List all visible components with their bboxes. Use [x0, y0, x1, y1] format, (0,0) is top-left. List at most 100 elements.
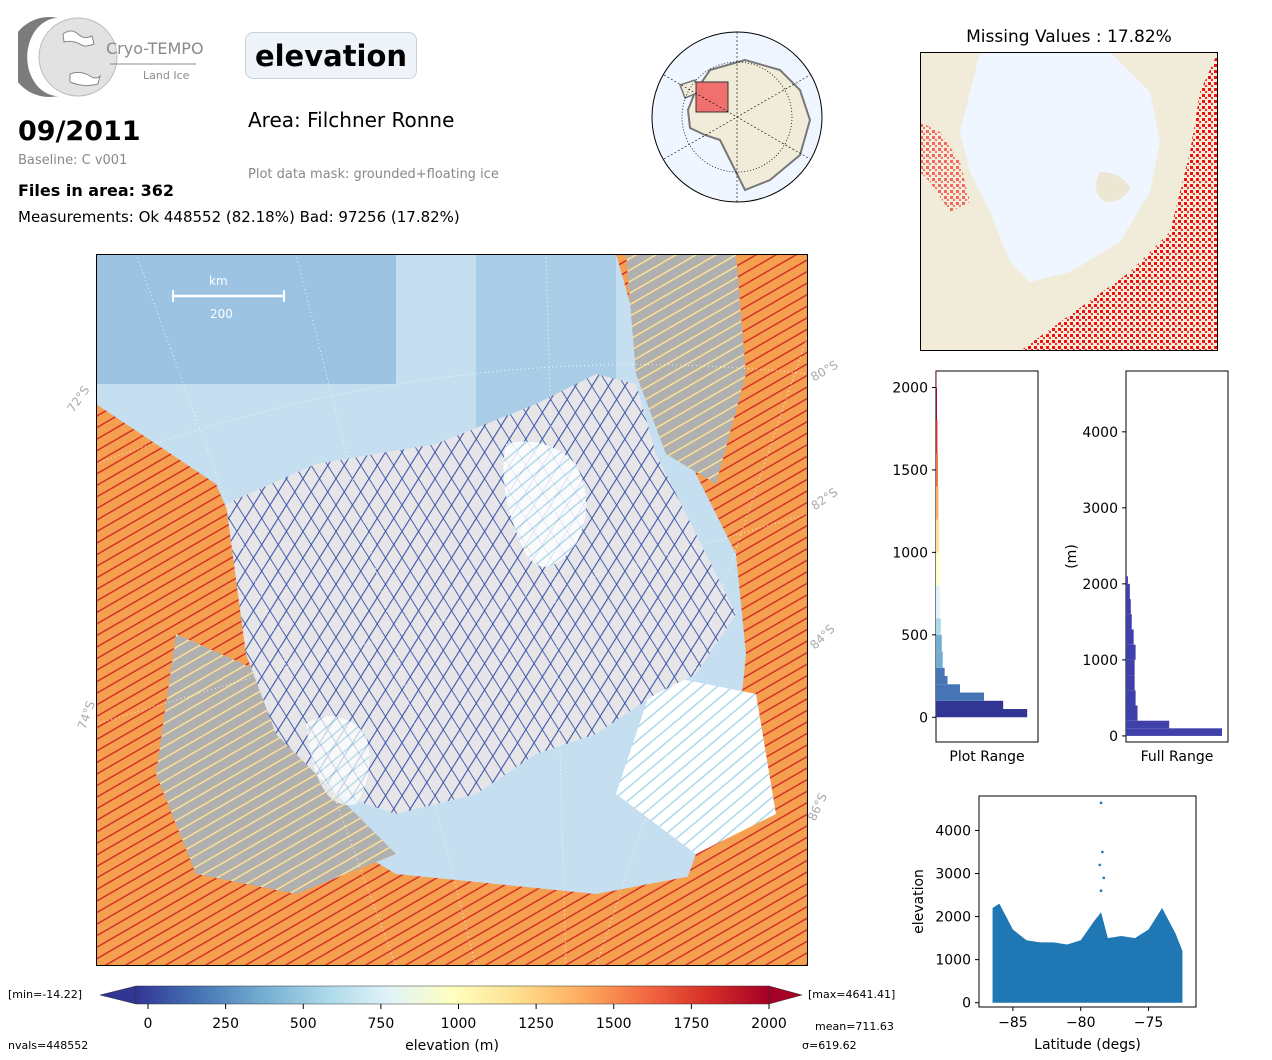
histogram-bar [936, 684, 960, 693]
histogram-xlabel: Plot Range [949, 749, 1024, 765]
histogram-ylabel: (m) [1064, 544, 1080, 569]
measurements-summary: Measurements: Ok 448552 (82.18%) Bad: 97… [18, 208, 460, 226]
histogram-bar [936, 692, 984, 701]
scatter-point-cloud [992, 903, 1183, 1003]
histogram-bar [936, 420, 938, 454]
histogram-bar [1126, 629, 1134, 645]
histogram-bar [1126, 583, 1130, 600]
histogram-bar [936, 651, 943, 668]
colorbar-label: elevation (m) [405, 1038, 499, 1052]
histogram-ytick-label: 4000 [1082, 425, 1118, 441]
missing-values-title: Missing Values : 17.82% [966, 27, 1172, 47]
histogram-bar [1126, 675, 1135, 691]
histogram-bar [1126, 599, 1131, 615]
colorbar-min-label: [min=-14.22] [8, 988, 83, 1001]
scatter-ytick-label: 1000 [935, 953, 971, 969]
files-count: Files in area: 362 [18, 181, 174, 200]
histogram-bar [936, 387, 937, 421]
mean-label: mean=711.63 [815, 1020, 894, 1033]
histogram-bar [936, 585, 940, 619]
missing-values-map [920, 52, 1218, 351]
scatter-point [1102, 876, 1106, 880]
elevation-colorbar: 0 250 500 750 1000 1250 1500 1750 2000 elevation… [100, 985, 803, 1052]
scatter-ylabel: elevation [911, 869, 927, 934]
histogram-bar [936, 552, 940, 586]
histogram-bar [1126, 720, 1170, 729]
area-label: Area: Filchner Ronne [248, 108, 455, 132]
lat-label-80: 80°S [808, 357, 841, 385]
lat-label-82: 82°S [808, 484, 841, 514]
colorbar-tick-label: 750 [368, 1016, 395, 1032]
date-label: 09/2011 [18, 116, 141, 147]
elevation-map: km 200 [96, 254, 808, 966]
full-range-histogram: 0 1000 2000 3000 4000 Full Range (m) [1064, 370, 1229, 765]
histogram-bar [1126, 659, 1135, 676]
scatter-ytick-label: 3000 [935, 867, 971, 883]
colorbar-tick-label: 1000 [441, 1016, 477, 1032]
histogram-bar [1126, 690, 1136, 706]
histogram-bar [936, 634, 942, 652]
scatter-xtick-label: −80 [1066, 1015, 1096, 1031]
histogram-ytick-label: 2000 [1082, 577, 1118, 593]
scatter-point [1098, 863, 1102, 867]
sigma-label: σ=619.62 [802, 1039, 857, 1052]
colorbar-min-extend [100, 985, 137, 1005]
histogram-bar [1126, 644, 1136, 660]
histogram-ytick-label: 1000 [892, 545, 928, 561]
antarctica-locator-map [651, 31, 823, 203]
histogram-ytick-label: 1500 [892, 463, 928, 479]
latitude-elevation-scatter: 0 1000 2000 3000 4000 −85 −80 −75 Latitude (degs… [911, 795, 1197, 1053]
colorbar-tick-label: 1750 [674, 1016, 710, 1032]
lat-label-86: 86°S [804, 790, 830, 824]
histogram-ytick-label: 1000 [1082, 653, 1118, 669]
histogram-bar [1126, 728, 1222, 736]
colorbar-tick-label: 500 [290, 1016, 317, 1032]
histogram-bar [936, 453, 938, 487]
scatter-ytick-label: 4000 [935, 823, 971, 839]
histogram-ytick-label: 2000 [892, 380, 928, 396]
baseline-label: Baseline: C v001 [18, 153, 128, 168]
scatter-point [1099, 889, 1103, 893]
colorbar-tick-label: 1500 [596, 1016, 632, 1032]
colorbar-tick-label: 1250 [518, 1016, 554, 1032]
logo-name: Cryo-TEMPO [106, 39, 203, 58]
scatter-point [1101, 850, 1104, 854]
lat-label-84: 84°S [807, 621, 838, 653]
lat-label-74: 74°S [74, 699, 98, 731]
colorbar-tick-label: 0 [144, 1016, 153, 1032]
scatter-xlabel: Latitude (degs) [1034, 1037, 1141, 1053]
histogram-bar [1126, 614, 1132, 630]
histogram-frame [1125, 370, 1229, 743]
colorbar-max-label: [max=4641.41] [808, 988, 896, 1001]
colorbar-tick-label: 2000 [751, 1016, 787, 1032]
colorbar-max-extend [768, 985, 803, 1005]
histogram-ytick-label: 0 [919, 710, 928, 726]
histogram-ytick-label: 0 [1109, 729, 1118, 745]
scatter-point [1099, 801, 1103, 805]
histogram-bar [936, 709, 1028, 718]
scatter-xtick-label: −85 [998, 1015, 1028, 1031]
histogram-bar [936, 667, 945, 677]
histogram-xlabel: Full Range [1141, 749, 1214, 765]
histogram-bar [936, 676, 948, 685]
parameter-title: elevation [245, 32, 417, 79]
cryo-tempo-logo: Cryo-TEMPO Land Ice [18, 17, 203, 97]
histogram-bar [1126, 705, 1138, 721]
nvals-label: nvals=448552 [8, 1039, 89, 1052]
histogram-bar [936, 519, 939, 553]
histogram-ytick-label: 3000 [1082, 501, 1118, 517]
histogram-bar [936, 618, 941, 635]
scatter-ytick-label: 0 [962, 996, 971, 1012]
logo-sub: Land Ice [143, 69, 190, 82]
histogram-frame [935, 370, 1039, 743]
histogram-ytick-label: 500 [901, 628, 928, 644]
scatter-xtick-label: −75 [1134, 1015, 1164, 1031]
colorbar-tick-label: 250 [212, 1016, 239, 1032]
histogram-bar [1126, 576, 1128, 584]
histogram-bar [936, 486, 939, 520]
scalebar-value: 200 [210, 307, 233, 321]
scatter-ytick-label: 2000 [935, 910, 971, 926]
scalebar-unit: km [209, 274, 228, 288]
histogram-bar [936, 700, 1004, 710]
data-mask-label: Plot data mask: grounded+floating ice [248, 167, 499, 182]
